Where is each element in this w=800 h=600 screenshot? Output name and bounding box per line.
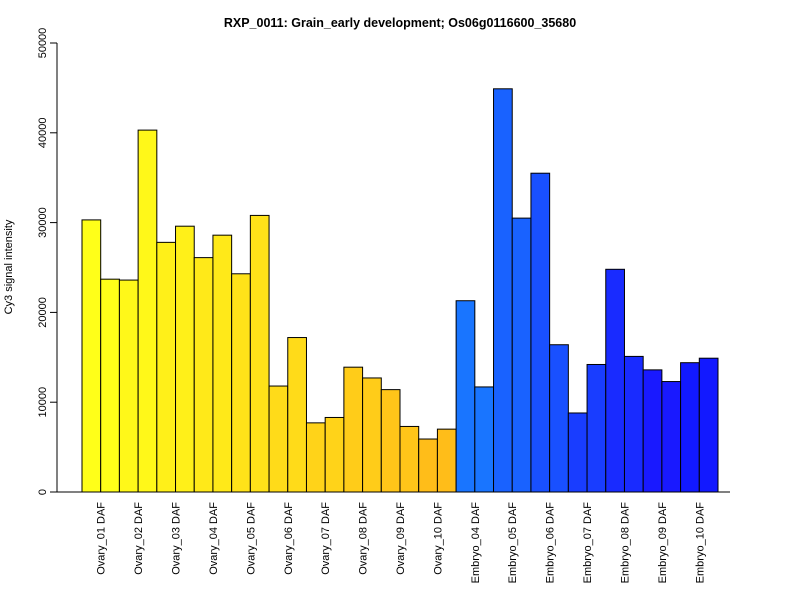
y-tick-label: 20000 [37,297,49,328]
x-tick-label: Ovary_05 DAF [245,502,257,575]
bar [586,363,607,493]
y-tick-label: 10000 [37,387,49,418]
bars [81,88,719,493]
bar [287,337,307,493]
bar [100,278,120,493]
bar [305,422,326,493]
x-tick-label: Ovary_09 DAF [395,502,407,575]
bar [436,428,457,493]
y-axis-label: Cy3 signal intensity [3,219,15,314]
bar [493,88,513,493]
bar [418,438,438,493]
bar [642,369,663,493]
y-tick-label: 40000 [37,118,49,149]
bar [680,362,700,493]
y-axis: 0 10000 20000 30000 40000 50000 [37,28,58,495]
x-tick-label: Embryo_08 DAF [619,502,631,584]
x-tick-label: Ovary_07 DAF [320,502,332,575]
bar [623,355,644,493]
bar [193,257,214,493]
x-tick-label: Ovary_04 DAF [208,502,220,575]
bar [231,273,251,493]
bar [455,300,476,493]
bar [268,385,289,493]
bar [549,344,569,493]
bar [511,217,532,493]
bar [249,214,270,493]
chart-title: RXP_0011: Grain_early development; Os06g… [224,16,576,30]
bar [118,279,139,493]
bar [698,357,719,493]
bar [530,172,551,493]
bar [212,234,233,493]
bar [399,425,420,493]
x-tick-label: Embryo_07 DAF [582,502,594,584]
y-tick-label: 50000 [37,28,49,59]
x-tick-label: Embryo_05 DAF [507,502,519,584]
x-tick-label: Embryo_04 DAF [470,502,482,584]
x-tick-label: Ovary_01 DAF [96,502,108,575]
x-tick-label: Embryo_10 DAF [694,502,706,584]
bar [156,241,177,493]
x-tick-labels: Ovary_01 DAF Ovary_02 DAF Ovary_03 DAF Ovar… [96,502,707,584]
bar [343,366,364,493]
bar [380,389,401,493]
x-tick-label: Ovary_10 DAF [432,502,444,575]
y-tick-label: 0 [37,489,49,495]
bar [605,268,625,493]
x-tick-label: Embryo_09 DAF [657,502,669,584]
x-tick-label: Ovary_02 DAF [133,502,145,575]
bar [661,381,682,493]
bar [324,416,345,493]
bar [474,386,495,493]
bar [362,377,382,493]
x-tick-label: Ovary_08 DAF [358,502,370,575]
x-tick-label: Ovary_03 DAF [171,502,183,575]
bar [137,129,158,493]
x-tick-label: Embryo_06 DAF [545,502,557,584]
bar [175,225,195,493]
bar [567,412,588,493]
x-tick-label: Ovary_06 DAF [283,502,295,575]
y-tick-label: 30000 [37,207,49,238]
bar [81,219,102,493]
